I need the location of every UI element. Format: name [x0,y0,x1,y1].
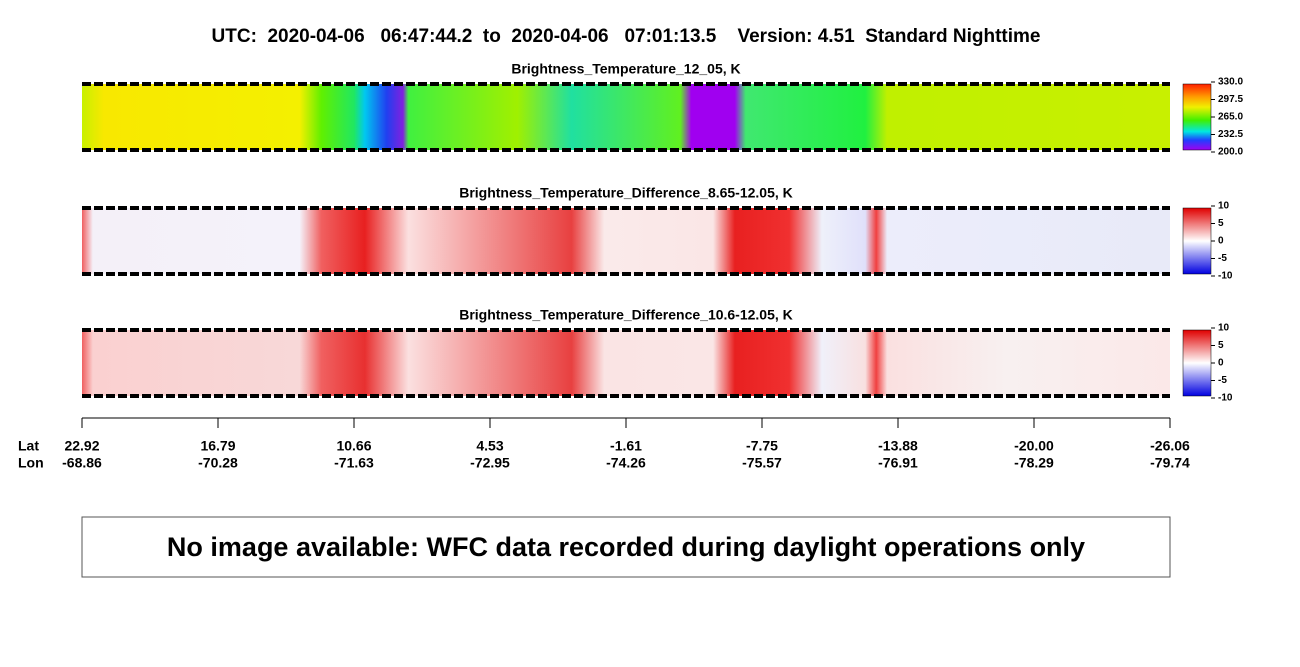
colorbar [1182,83,1212,151]
panel-title: Brightness_Temperature_Difference_8.65-1… [459,185,793,201]
lat-label: 10.66 [336,438,371,454]
lat-label: 22.92 [64,438,99,454]
colorbar-label: 265.0 [1218,112,1243,123]
lat-label: 4.53 [476,438,503,454]
colorbar-label: 0 [1218,236,1224,247]
lat-label: -13.88 [878,438,918,454]
lon-label: -71.63 [334,455,374,471]
lat-title: Lat [18,438,39,454]
image-strip [82,330,1170,396]
lon-label: -74.26 [606,455,646,471]
lon-label: -72.95 [470,455,510,471]
message: No image available: WFC data recorded du… [167,532,1085,562]
colorbar-label: 10 [1218,323,1230,334]
message-box [81,516,1171,578]
image-strip [82,84,1170,150]
colorbar-label: 10 [1218,201,1230,212]
lat-label: -26.06 [1150,438,1190,454]
lon-label: -76.91 [878,455,918,471]
lon-label: -78.29 [1014,455,1054,471]
colorbar-label: -10 [1218,271,1233,282]
colorbar-label: -5 [1218,375,1227,386]
colorbar-label: -10 [1218,393,1233,404]
lon-label: -68.86 [62,455,102,471]
colorbar-label: 330.0 [1218,77,1243,88]
lon-label: -70.28 [198,455,238,471]
colorbar [1182,329,1212,397]
image-strip [82,208,1170,274]
panel-title: Brightness_Temperature_Difference_10.6-1… [459,307,793,323]
lat-label: -20.00 [1014,438,1054,454]
colorbar-label: 5 [1218,218,1224,229]
lat-label: -7.75 [746,438,778,454]
lat-label: -1.61 [610,438,642,454]
lat-label: 16.79 [200,438,235,454]
colorbar [1182,207,1212,275]
colorbar-label: 0 [1218,358,1224,369]
panel-title: Brightness_Temperature_12_05, K [511,61,740,77]
lon-label: -75.57 [742,455,782,471]
colorbar-label: -5 [1218,253,1227,264]
colorbar-label: 297.5 [1218,94,1243,105]
title: UTC: 2020-04-06 06:47:44.2 to 2020-04-06… [212,26,1041,47]
colorbar-label: 200.0 [1218,147,1243,158]
colorbar-label: 232.5 [1218,129,1243,140]
colorbar-label: 5 [1218,340,1224,351]
lon-label: -79.74 [1150,455,1190,471]
lon-title: Lon [18,455,44,471]
